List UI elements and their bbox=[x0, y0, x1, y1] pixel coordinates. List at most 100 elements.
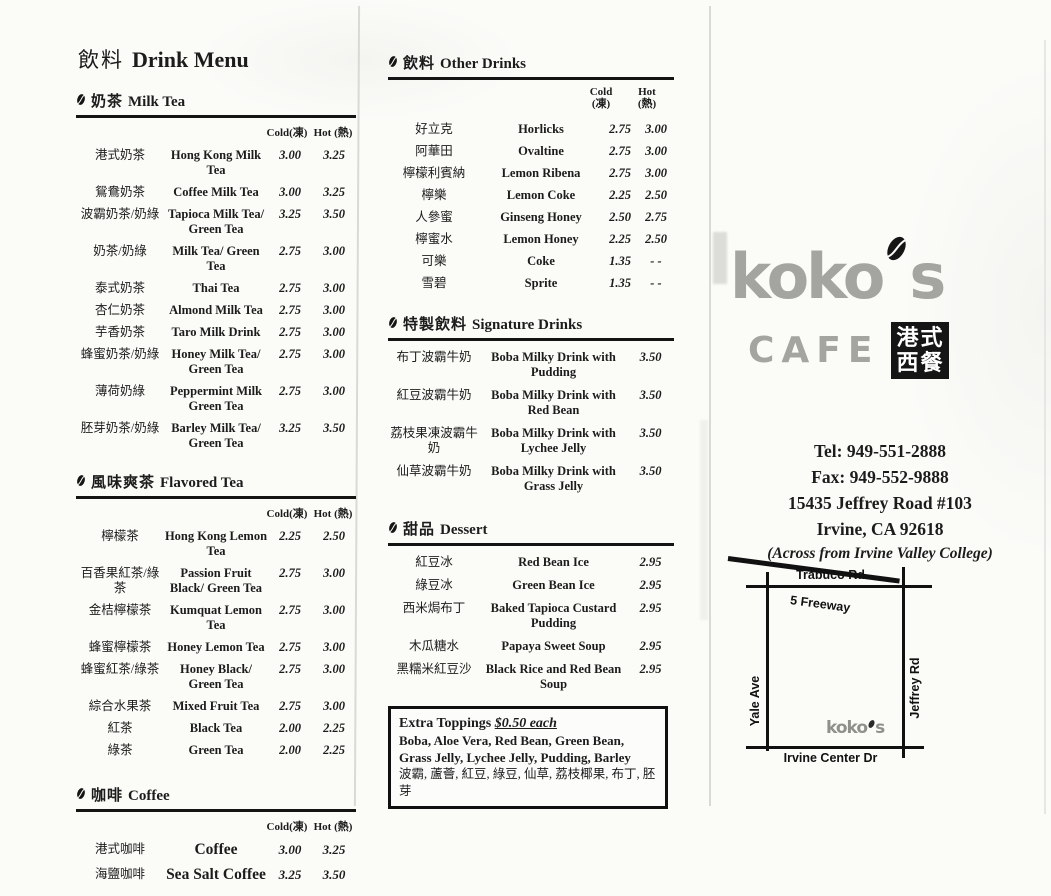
menu-item-row: 木瓜糖水 Papaya Sweet Soup 2.95 bbox=[388, 639, 674, 654]
item-name-zh: 黑糯米紅豆沙 bbox=[396, 662, 472, 676]
menu-item-row: 波霸奶茶/奶綠 Tapioca Milk Tea/ Green Tea 3.25… bbox=[76, 207, 356, 237]
map-road-jeffrey bbox=[902, 567, 905, 758]
section-title-en: Signature Drinks bbox=[472, 317, 583, 333]
logo-text-part2: s bbox=[909, 240, 946, 313]
section-title-zh: 甜品 bbox=[403, 522, 436, 538]
item-name-en: Taro Milk Drink bbox=[171, 325, 261, 339]
item-name-zh: 檸蜜水 bbox=[415, 232, 453, 246]
menu-item-row: 金桔檸檬茶 Kumquat Lemon Tea 2.75 3.00 bbox=[76, 603, 356, 633]
item-price: 3.50 bbox=[639, 350, 662, 364]
panel-drink-menu: 飲料 Drink Menu 奶茶 Milk Tea Cold(凍) Hot (熱… bbox=[76, 44, 356, 896]
item-name-en: Boba Milky Drink with Red Bean bbox=[491, 388, 616, 417]
item-price-hot: 3.50 bbox=[323, 207, 345, 221]
item-name-en: Lemon Honey bbox=[503, 232, 579, 246]
item-price-cold: 2.75 bbox=[279, 281, 301, 295]
item-price-cold: 3.25 bbox=[279, 421, 301, 435]
item-price: 2.95 bbox=[639, 555, 662, 569]
item-name-en: Honey Lemon Tea bbox=[167, 640, 265, 654]
item-price-cold: 2.25 bbox=[609, 188, 631, 202]
item-price-hot: 3.00 bbox=[645, 122, 667, 136]
menu-item-row: 鴛鴦奶茶 Coffee Milk Tea 3.00 3.25 bbox=[76, 185, 356, 200]
item-price-cold: 2.75 bbox=[609, 144, 631, 158]
page-title-en: Drink Menu bbox=[132, 47, 249, 72]
item-price-cold: 2.75 bbox=[609, 122, 631, 136]
item-name-zh: 可樂 bbox=[421, 254, 447, 268]
item-name-en: Ovaltine bbox=[518, 144, 564, 158]
price-column-headers: Cold(凍) Hot (熱) bbox=[76, 818, 356, 834]
menu-item-list: 檸檬茶 Hong Kong Lemon Tea 2.25 2.50 百香果紅茶/… bbox=[76, 529, 356, 758]
item-price-cold: 2.00 bbox=[279, 743, 301, 757]
item-price-hot: 3.00 bbox=[645, 144, 667, 158]
item-name-en: Honey Black/ Green Tea bbox=[180, 662, 252, 691]
item-name-zh: 好立克 bbox=[415, 122, 453, 136]
item-name-zh: 杏仁奶茶 bbox=[94, 303, 145, 317]
map-road-yale bbox=[766, 572, 769, 751]
item-price: 2.95 bbox=[639, 601, 662, 615]
item-name-en: Ginseng Honey bbox=[500, 210, 582, 224]
item-price-cold: 3.25 bbox=[278, 867, 302, 882]
item-price-hot: 3.00 bbox=[323, 640, 345, 654]
cold-column-header: Cold(凍) bbox=[589, 86, 613, 110]
menu-item-row: 可樂 Coke 1.35 - - bbox=[388, 254, 674, 269]
item-name-zh: 百香果紅茶/綠茶 bbox=[80, 566, 160, 595]
cold-column-header: Cold(凍) bbox=[266, 821, 308, 833]
item-name-en: Lemon Coke bbox=[506, 188, 576, 202]
item-name-en: Papaya Sweet Soup bbox=[501, 639, 606, 653]
section-title-zh: 奶茶 bbox=[91, 94, 124, 110]
logo-text-part1: koko bbox=[730, 240, 885, 313]
item-name-zh: 波霸奶茶/奶綠 bbox=[80, 207, 160, 221]
item-name-en: Hong Kong Lemon Tea bbox=[164, 529, 268, 558]
section-signature-drinks: 特製飲料 Signature Drinks 布丁波霸牛奶 Boba Milky … bbox=[388, 313, 674, 494]
menu-item-row: 阿華田 Ovaltine 2.75 3.00 bbox=[388, 144, 674, 159]
item-name-en: Honey Milk Tea/ Green Tea bbox=[171, 347, 261, 376]
item-name-zh: 阿華田 bbox=[415, 144, 453, 158]
item-name-zh: 人參蜜 bbox=[415, 210, 453, 224]
item-price-hot: 3.25 bbox=[322, 842, 346, 857]
item-price-hot: 3.00 bbox=[323, 662, 345, 676]
item-name-en: Milk Tea/ Green Tea bbox=[172, 244, 260, 273]
cold-column-header: Cold(凍) bbox=[266, 508, 308, 520]
menu-item-row: 奶茶/奶綠 Milk Tea/ Green Tea 2.75 3.00 bbox=[76, 244, 356, 274]
section-dessert: 甜品 Dessert 紅豆冰 Red Bean Ice 2.95 綠豆冰 Gre… bbox=[388, 518, 674, 692]
panel-other-drinks: 飲料 Other Drinks Cold (凍) Hot (熱) 好立克 Horli… bbox=[388, 52, 674, 809]
item-price-hot: 2.75 bbox=[645, 210, 667, 224]
map-road-trabuco bbox=[746, 585, 932, 588]
item-name-en: Passion Fruit Black/ Green Tea bbox=[169, 566, 263, 595]
item-price-cold: 3.00 bbox=[278, 842, 302, 857]
contact-city: Irvine, CA 92618 bbox=[816, 519, 944, 539]
item-price-cold: 2.75 bbox=[279, 699, 301, 713]
extra-toppings-list-en: Boba, Aloe Vera, Red Bean, Green Bean, G… bbox=[399, 733, 631, 765]
item-name-en: Thai Tea bbox=[192, 281, 240, 295]
menu-item-row: 黑糯米紅豆沙 Black Rice and Red Bean Soup 2.95 bbox=[388, 662, 674, 692]
item-name-en: Almond Milk Tea bbox=[169, 303, 263, 317]
item-name-zh: 綠茶 bbox=[107, 743, 133, 757]
item-price-cold: 2.75 bbox=[279, 640, 301, 654]
item-price-hot: 3.00 bbox=[323, 303, 345, 317]
item-price-cold: 2.75 bbox=[279, 347, 301, 361]
coffee-bean-icon bbox=[76, 474, 86, 492]
item-name-zh: 金桔檸檬茶 bbox=[88, 603, 152, 617]
item-name-zh: 木瓜糖水 bbox=[408, 639, 459, 653]
item-price-hot: 3.00 bbox=[323, 384, 345, 398]
section-header: 甜品 Dessert bbox=[388, 518, 674, 546]
price-column-headers: Cold(凍) Hot (熱) bbox=[76, 505, 356, 521]
section-title-en: Milk Tea bbox=[128, 94, 186, 110]
item-name-zh: 仙草波霸牛奶 bbox=[396, 464, 472, 478]
item-price-hot: 3.00 bbox=[323, 347, 345, 361]
item-name-en: Kumquat Lemon Tea bbox=[169, 603, 263, 632]
coffee-bean-icon bbox=[885, 212, 908, 274]
location-map: Trabuco Rd 5 Freeway Yale Ave Jeffrey Rd… bbox=[727, 556, 953, 786]
item-price-cold: 3.00 bbox=[279, 148, 301, 162]
menu-item-row: 荔枝果凍波霸牛奶 Boba Milky Drink with Lychee Je… bbox=[388, 426, 674, 456]
section-title-en: Other Drinks bbox=[440, 56, 526, 72]
extra-toppings-price: $0.50 each bbox=[494, 716, 557, 731]
menu-item-row: 蜂蜜檸檬茶 Honey Lemon Tea 2.75 3.00 bbox=[76, 640, 356, 655]
menu-item-row: 雪碧 Sprite 1.35 - - bbox=[388, 276, 674, 291]
item-name-zh: 檸樂 bbox=[421, 188, 447, 202]
section-title-zh: 飲料 bbox=[403, 56, 436, 72]
section-other-drinks: 飲料 Other Drinks Cold (凍) Hot (熱) 好立克 Horli… bbox=[388, 52, 674, 291]
page-title: 飲料 Drink Menu bbox=[78, 44, 356, 74]
item-price-cold: 1.35 bbox=[609, 276, 631, 290]
brand-logo: koko s CAFE 港式 西餐 bbox=[730, 212, 1030, 379]
scan-edge-line bbox=[1044, 40, 1046, 814]
